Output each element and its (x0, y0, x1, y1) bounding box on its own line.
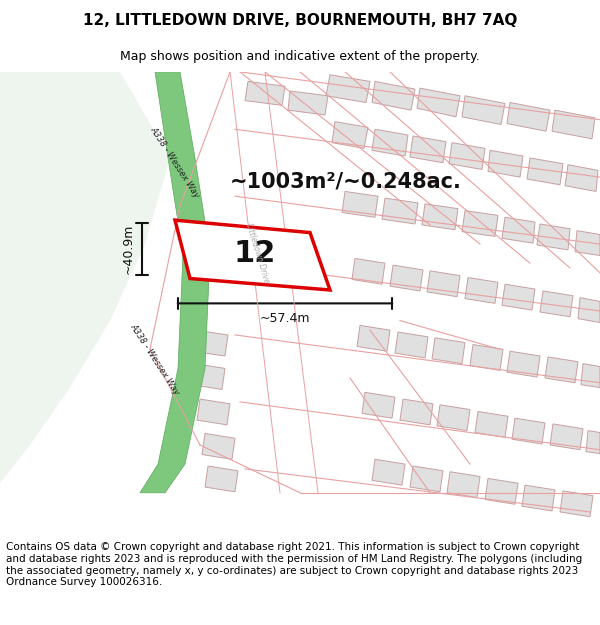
Polygon shape (552, 110, 595, 139)
Polygon shape (410, 466, 443, 492)
Polygon shape (507, 351, 540, 377)
Text: 12: 12 (234, 239, 276, 268)
Polygon shape (447, 472, 480, 498)
Polygon shape (372, 459, 405, 485)
Text: ~40.9m: ~40.9m (121, 224, 134, 274)
Polygon shape (202, 434, 235, 459)
Text: Contains OS data © Crown copyright and database right 2021. This information is : Contains OS data © Crown copyright and d… (6, 542, 582, 587)
Polygon shape (537, 224, 570, 250)
Polygon shape (449, 142, 485, 169)
Polygon shape (395, 332, 428, 358)
Text: ~57.4m: ~57.4m (260, 312, 310, 325)
Polygon shape (422, 204, 458, 230)
Polygon shape (332, 122, 368, 148)
Polygon shape (507, 102, 550, 131)
Polygon shape (586, 431, 600, 454)
Text: Map shows position and indicative extent of the property.: Map shows position and indicative extent… (120, 49, 480, 62)
Polygon shape (192, 330, 228, 356)
Polygon shape (400, 399, 433, 425)
Text: A338 - Wessex Way: A338 - Wessex Way (149, 126, 202, 200)
Polygon shape (357, 326, 390, 351)
Polygon shape (437, 405, 470, 431)
Polygon shape (245, 81, 285, 106)
Polygon shape (417, 88, 460, 117)
Text: ~1003m²/~0.248ac.: ~1003m²/~0.248ac. (230, 172, 462, 192)
Polygon shape (581, 364, 600, 388)
Text: Littledown Drive: Littledown Drive (245, 222, 271, 285)
Polygon shape (502, 284, 535, 310)
Polygon shape (372, 81, 415, 110)
Polygon shape (372, 129, 408, 156)
Polygon shape (390, 265, 423, 291)
Polygon shape (410, 136, 446, 162)
Polygon shape (522, 485, 555, 511)
Polygon shape (470, 344, 503, 371)
Polygon shape (326, 75, 370, 102)
Polygon shape (462, 96, 505, 124)
Polygon shape (527, 158, 563, 185)
Polygon shape (475, 411, 508, 437)
Polygon shape (565, 164, 598, 191)
Polygon shape (205, 466, 238, 492)
Polygon shape (192, 364, 225, 389)
Polygon shape (427, 271, 460, 297)
Polygon shape (362, 392, 395, 418)
Text: 12, LITTLEDOWN DRIVE, BOURNEMOUTH, BH7 7AQ: 12, LITTLEDOWN DRIVE, BOURNEMOUTH, BH7 7… (83, 12, 517, 28)
Polygon shape (462, 211, 498, 236)
Polygon shape (140, 72, 210, 492)
Polygon shape (288, 91, 328, 115)
Polygon shape (575, 231, 600, 256)
Polygon shape (197, 399, 230, 425)
Polygon shape (0, 72, 170, 483)
Polygon shape (512, 418, 545, 444)
Text: A338 - Wessex Way: A338 - Wessex Way (128, 322, 181, 396)
Polygon shape (485, 479, 518, 504)
Polygon shape (545, 357, 578, 382)
Polygon shape (352, 258, 385, 284)
Polygon shape (540, 291, 573, 317)
Polygon shape (560, 491, 593, 517)
Polygon shape (488, 151, 523, 177)
Polygon shape (578, 298, 600, 322)
Polygon shape (342, 191, 378, 218)
Polygon shape (550, 424, 583, 450)
Polygon shape (465, 278, 498, 303)
Polygon shape (175, 220, 330, 290)
Polygon shape (432, 338, 465, 364)
Polygon shape (382, 198, 418, 224)
Polygon shape (502, 217, 535, 243)
